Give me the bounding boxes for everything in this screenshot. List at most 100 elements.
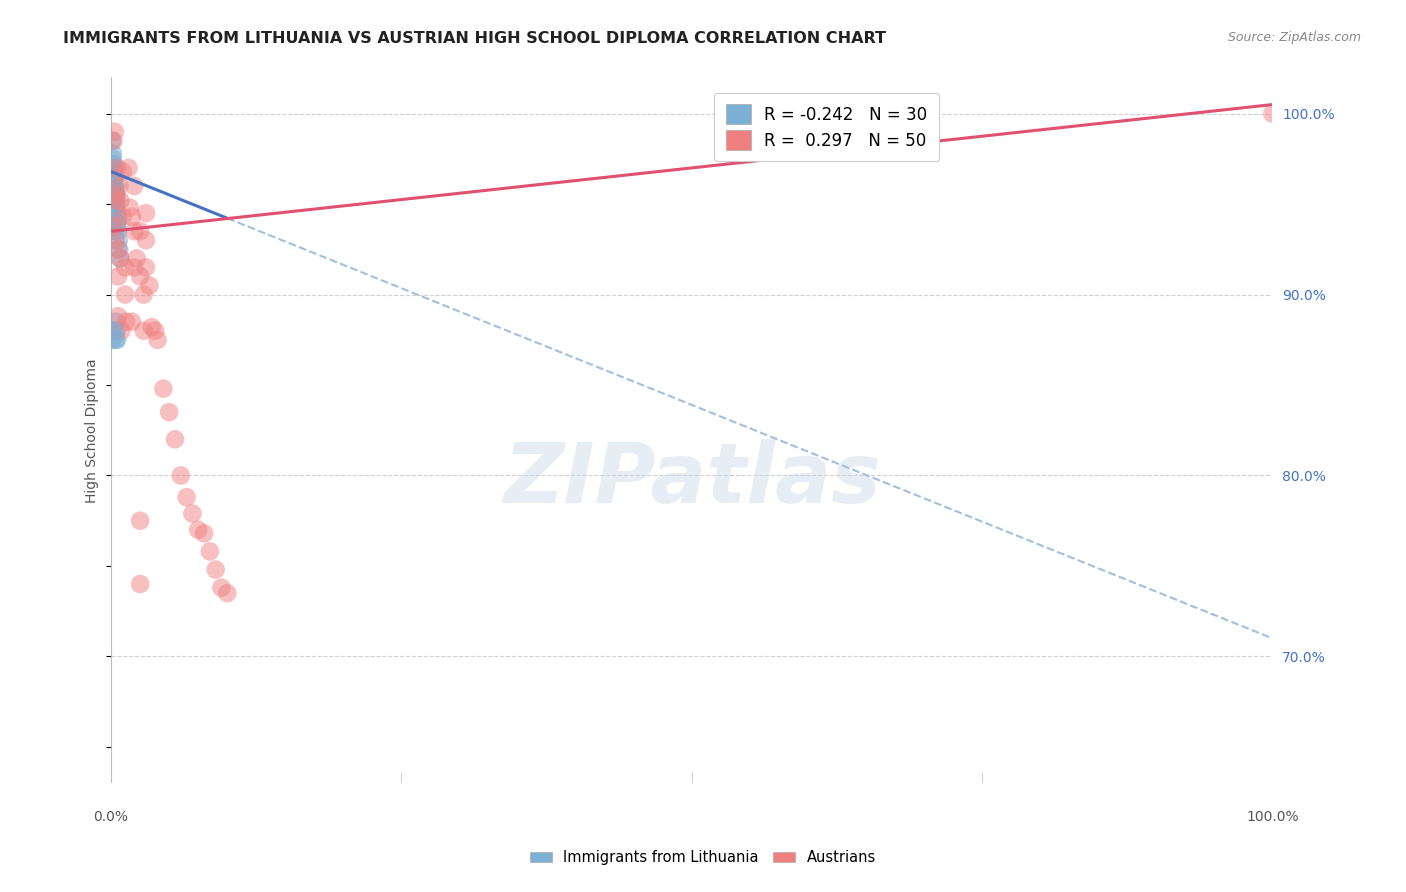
Point [121,315,143,329]
Point [135,260,157,275]
Point [107,233,129,247]
Point [105,333,128,347]
Point [146,333,169,347]
Point [104,233,127,247]
Point [104,125,127,139]
Point [101,206,124,220]
Point [111,164,134,178]
Point [103,197,125,211]
Point [143,324,166,338]
Point [104,324,127,338]
Point [114,260,136,275]
Point [103,188,125,202]
Point [101,188,124,202]
Point [105,197,128,211]
Point [103,183,125,197]
Point [193,526,215,541]
Point [157,405,180,419]
Point [103,134,125,148]
Point [114,287,136,301]
Point [129,577,152,591]
Point [1261,106,1284,120]
Point [132,287,155,301]
Text: 0.0%: 0.0% [94,810,128,824]
Point [108,243,131,257]
Point [181,507,204,521]
Point [187,523,209,537]
Point [107,215,129,229]
Point [209,581,232,595]
Point [103,183,125,197]
Text: IMMIGRANTS FROM LITHUANIA VS AUSTRIAN HIGH SCHOOL DIPLOMA CORRELATION CHART: IMMIGRANTS FROM LITHUANIA VS AUSTRIAN HI… [63,31,886,46]
Point [103,161,125,175]
Text: 100.0%: 100.0% [1246,810,1299,824]
Point [108,179,131,194]
Text: Source: ZipAtlas.com: Source: ZipAtlas.com [1227,31,1361,45]
Point [104,194,127,208]
Point [103,219,125,233]
Point [124,224,146,238]
Point [124,179,146,194]
Point [107,269,129,284]
Point [101,134,124,148]
Point [124,260,146,275]
Point [104,183,127,197]
Point [104,179,127,194]
Point [104,224,127,238]
Point [117,161,139,175]
Point [125,252,148,266]
Legend: Immigrants from Lithuania, Austrians: Immigrants from Lithuania, Austrians [524,845,882,871]
Point [104,179,127,194]
Point [104,188,127,202]
Point [105,324,128,338]
Point [104,169,127,184]
Point [107,243,129,257]
Point [101,146,124,161]
Point [121,210,143,224]
Point [132,324,155,338]
Point [176,490,198,504]
Point [110,252,132,266]
Point [129,269,152,284]
Point [152,382,174,396]
Point [104,188,127,202]
Point [104,315,127,329]
Point [104,201,127,215]
Point [103,179,125,194]
Point [104,333,127,347]
Point [111,210,134,224]
Point [138,278,160,293]
Point [170,468,193,483]
Point [198,544,221,558]
Point [110,324,132,338]
Legend: R = -0.242   N = 30, R =  0.297   N = 50: R = -0.242 N = 30, R = 0.297 N = 50 [714,93,939,161]
Point [103,201,125,215]
Point [115,315,138,329]
Point [101,164,124,178]
Point [204,563,226,577]
Point [141,320,163,334]
Point [217,586,239,600]
Point [135,206,157,220]
Point [107,211,129,226]
Point [101,324,124,338]
Point [104,194,127,208]
Point [104,197,127,211]
Point [101,333,124,347]
Point [163,432,186,446]
Point [103,188,125,202]
Point [103,164,125,178]
Point [105,219,128,233]
Text: ZIPatlas: ZIPatlas [503,439,880,520]
Point [110,194,132,208]
Point [129,224,152,238]
Point [118,201,141,215]
Point [105,188,128,202]
Point [129,514,152,528]
Point [107,310,129,324]
Point [105,206,128,220]
Point [108,252,131,266]
Point [103,169,125,184]
Point [105,161,128,175]
Point [135,233,157,247]
